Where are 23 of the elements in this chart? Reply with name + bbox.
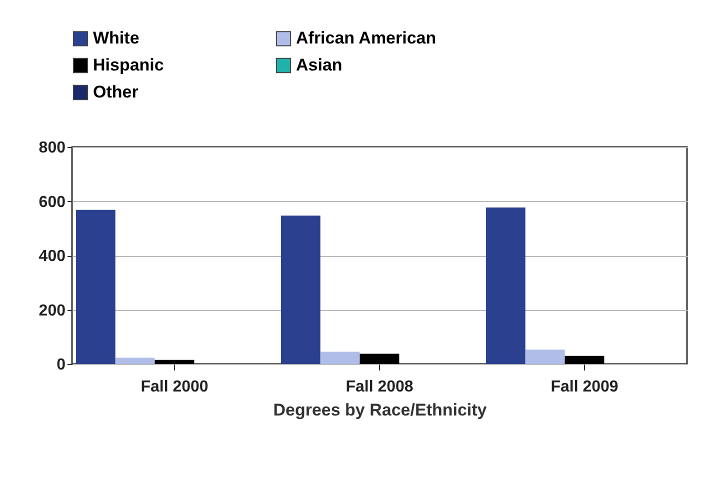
bar [360,354,400,364]
legend-label: Asian [296,56,342,74]
legend-label: Hispanic [93,56,164,74]
x-tick-label: Fall 2008 [346,378,414,396]
y-tick-label: 600 [38,194,66,211]
bar [525,350,565,364]
x-tick-label: Fall 2000 [140,378,208,396]
y-tick-label: 800 [38,140,66,156]
bar [154,360,194,364]
bar [320,352,360,364]
bar [280,216,320,364]
legend-label: White [93,28,140,48]
y-tick-label: 400 [38,248,66,265]
x-tick-label: Fall 2009 [550,378,618,396]
bar [76,210,116,364]
bar [115,358,155,364]
x-axis-title: Degrees by Race/Ethnicity [273,400,488,420]
legend-label: Other [93,82,139,102]
legend-label: African American [296,28,436,48]
bar [486,207,526,364]
y-tick-label: 0 [56,356,66,374]
y-tick-label: 200 [38,302,66,320]
bar [564,356,604,364]
